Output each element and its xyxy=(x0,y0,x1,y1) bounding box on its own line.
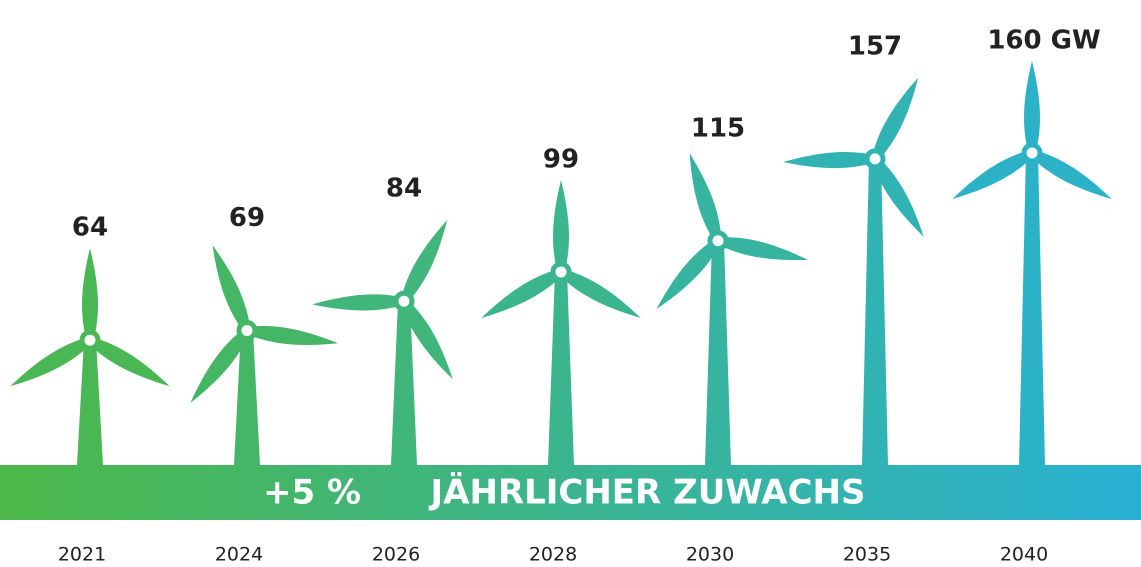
turbine-tower xyxy=(705,240,731,465)
turbine-rotor xyxy=(952,61,1112,199)
blade xyxy=(212,245,250,327)
turbine-tower xyxy=(77,340,103,465)
value-label: 69 xyxy=(229,203,265,233)
turbine-tower xyxy=(391,301,417,465)
blade xyxy=(952,151,1030,199)
x-tick-label: 2035 xyxy=(843,544,891,566)
hub xyxy=(236,319,258,341)
x-tick-label: 2028 xyxy=(529,544,577,566)
x-tick-label: 2024 xyxy=(215,544,263,566)
blade xyxy=(402,219,448,299)
turbine-rotor xyxy=(783,77,924,237)
blade xyxy=(563,270,641,318)
x-tick-label: 2026 xyxy=(372,544,420,566)
value-label: 115 xyxy=(691,113,745,143)
blade xyxy=(689,153,721,237)
hub xyxy=(864,148,886,170)
blade xyxy=(873,77,919,156)
blade xyxy=(1034,151,1112,199)
blade xyxy=(783,152,870,169)
blade xyxy=(312,294,399,311)
turbine-rotor xyxy=(10,248,170,387)
blade xyxy=(10,338,88,387)
hub xyxy=(707,230,729,252)
hub xyxy=(1021,142,1043,164)
value-label: 84 xyxy=(386,174,422,204)
x-tick-label: 2040 xyxy=(1000,544,1048,566)
blade xyxy=(92,338,170,387)
blade xyxy=(1024,61,1040,147)
value-label: 157 xyxy=(848,31,902,61)
turbine-rotor xyxy=(312,219,453,380)
blade xyxy=(656,241,718,310)
blade xyxy=(402,303,453,380)
turbine-tower xyxy=(1019,153,1045,465)
x-tick-label: 2021 xyxy=(58,544,106,566)
blade xyxy=(481,270,559,318)
blade xyxy=(190,332,248,403)
blade xyxy=(873,161,924,237)
turbine-rotor xyxy=(656,153,808,310)
hub xyxy=(393,290,415,312)
value-label: 160 GW xyxy=(987,26,1100,56)
banner-text: JÄHRLICHER ZUWACHS xyxy=(428,472,865,513)
value-label: 99 xyxy=(543,144,579,174)
turbine-tower xyxy=(862,158,888,465)
banner xyxy=(0,465,1141,520)
blade xyxy=(722,237,808,261)
blade xyxy=(82,248,98,335)
growth-label: +5 % xyxy=(263,473,361,513)
hub xyxy=(79,329,101,351)
blade xyxy=(553,179,569,266)
turbine-tower xyxy=(234,330,260,465)
blade xyxy=(252,326,339,345)
turbine-rotor xyxy=(190,245,339,403)
value-label: 64 xyxy=(72,213,108,243)
turbine-tower xyxy=(548,271,574,465)
x-tick-label: 2030 xyxy=(686,544,734,566)
hub xyxy=(550,261,572,283)
turbine-rotor xyxy=(481,179,641,318)
